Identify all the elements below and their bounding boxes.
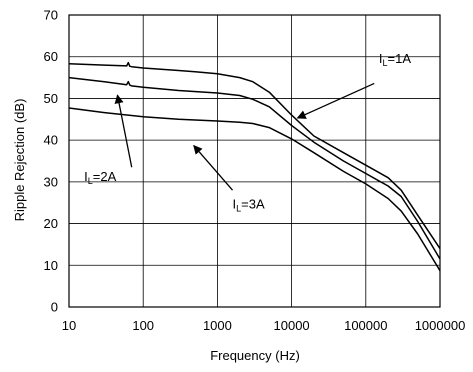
x-tick-label: 100 [132, 318, 154, 333]
series-line [68, 107, 441, 272]
x-tick-label: 100000 [344, 318, 387, 333]
series-line [68, 76, 441, 260]
annotation-arrow [296, 82, 375, 119]
y-tick-label: 60 [44, 49, 58, 64]
y-tick-label: 40 [44, 133, 58, 148]
series-annotation-label: IL=3A [233, 197, 265, 214]
y-tick-label: 0 [51, 300, 58, 315]
y-tick-label: 70 [44, 8, 58, 23]
y-axis-label: Ripple Rejection (dB) [12, 99, 27, 222]
series-annotation-label: IL=1A [379, 51, 411, 68]
annotation-arrow [114, 94, 133, 168]
annotation-arrow [193, 144, 234, 191]
y-tick-label: 10 [44, 258, 58, 273]
y-tick-label: 50 [44, 91, 58, 106]
series-annotation-label: IL=2A [84, 169, 116, 186]
plot-frame [68, 14, 441, 308]
tick-labels: 10 100 1000 10000 100000 1000000 0 10 20 30 40 50 60… [44, 8, 466, 334]
x-tick-label: 10000 [274, 318, 310, 333]
plot-border [68, 14, 441, 308]
y-tick-label: 30 [44, 174, 58, 189]
y-tick-label: 20 [44, 216, 58, 231]
x-tick-label: 1000 [203, 318, 232, 333]
x-tick-label: 10 [62, 318, 76, 333]
series-lines [68, 61, 441, 272]
series-line [68, 61, 441, 250]
x-tick-label: 1000000 [415, 318, 466, 333]
x-axis-label: Frequency (Hz) [210, 348, 300, 363]
annotations: IL=1A IL=2A IL=3A [84, 51, 411, 214]
